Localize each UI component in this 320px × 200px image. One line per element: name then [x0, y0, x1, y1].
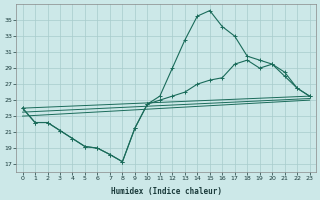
X-axis label: Humidex (Indice chaleur): Humidex (Indice chaleur): [111, 187, 221, 196]
